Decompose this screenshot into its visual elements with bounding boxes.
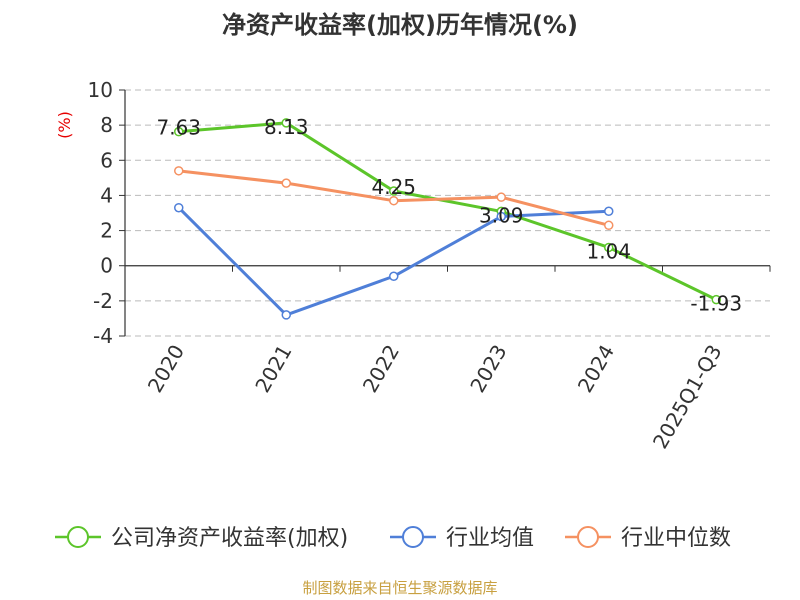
series-2-point xyxy=(389,195,399,206)
grid-lines xyxy=(125,89,770,337)
series-2-point xyxy=(496,192,506,202)
x-tick-labels: 2020 2021 2022 2023 2024 2025Q1-Q3 xyxy=(143,341,727,453)
legend-label: 行业中位数 xyxy=(621,526,731,551)
y-tick-label: -2 xyxy=(93,289,113,313)
series-0-point xyxy=(389,186,399,196)
series-1-point xyxy=(281,310,291,320)
data-label: 3.09 xyxy=(479,203,524,227)
x-tick-label: 2025Q1-Q3 xyxy=(648,341,727,453)
legend-item-1[interactable]: 行业均值 xyxy=(390,526,534,551)
x-tick-label: 2023 xyxy=(465,341,511,397)
legend-item-2[interactable]: 行业中位数 xyxy=(565,526,731,551)
legend-label: 公司净资产收益率(加权) xyxy=(111,526,348,551)
legend-label: 行业均值 xyxy=(446,526,534,551)
y-tick-label: 2 xyxy=(100,219,113,243)
x-tick-label: 2021 xyxy=(250,341,296,397)
y-tick-label: 0 xyxy=(100,254,113,278)
series-2-point xyxy=(604,220,614,231)
y-tick-label: -4 xyxy=(93,324,113,348)
y-axis-label: (%) xyxy=(55,111,74,139)
series-1-point xyxy=(496,211,506,222)
axes xyxy=(119,89,771,337)
series-0-point xyxy=(604,242,614,253)
series-0-point xyxy=(281,118,291,128)
x-tick-label: 2020 xyxy=(143,341,189,397)
source-note: 制图数据来自恒生聚源数据库 xyxy=(302,579,497,597)
data-labels: 7.63 8.13 4.25 3.09 1.04 -1.93 xyxy=(156,115,742,316)
legend-swatch-marker xyxy=(402,526,424,548)
series-line-0 xyxy=(178,121,717,301)
legend-item-0[interactable]: 公司净资产收益率(加权) xyxy=(55,526,348,551)
y-tick-label: 10 xyxy=(88,78,113,102)
series-2-point xyxy=(174,166,184,176)
series-1-point xyxy=(389,271,399,282)
y-tick-label: 4 xyxy=(100,183,113,207)
legend-swatch-marker xyxy=(577,526,599,548)
x-tick-label: 2022 xyxy=(358,341,404,397)
series-1-point xyxy=(174,202,184,213)
series-1-point xyxy=(604,206,614,216)
legend-swatch-marker xyxy=(67,526,89,548)
chart-title: 净资产收益率(加权)历年情况(%) xyxy=(222,11,578,39)
y-tick-labels: 10 8 6 4 2 0 -2 -4 xyxy=(88,78,113,348)
data-label: -1.93 xyxy=(690,292,742,316)
series-line-1 xyxy=(177,206,609,317)
series-0-point xyxy=(711,294,721,305)
data-label: 1.04 xyxy=(586,239,631,263)
data-label: 4.25 xyxy=(371,175,416,199)
series-0-point xyxy=(174,126,184,137)
x-tick-label: 2024 xyxy=(573,341,619,397)
series-2-point xyxy=(281,178,291,188)
y-tick-label: 6 xyxy=(100,148,113,172)
data-label: 8.13 xyxy=(264,115,309,139)
y-tick-label: 8 xyxy=(100,113,113,137)
series-lines xyxy=(174,118,721,320)
data-label: 7.63 xyxy=(156,116,201,140)
legend[interactable]: 公司净资产收益率(加权) 行业均值 行业中位数 xyxy=(55,526,731,551)
